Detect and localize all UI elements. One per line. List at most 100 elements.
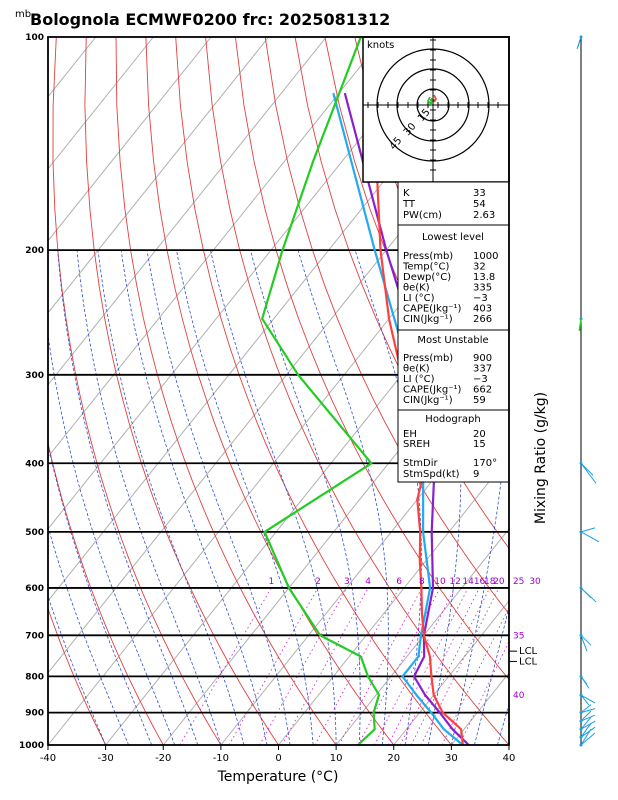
index-label: SREH [403, 439, 430, 450]
index-label: CAPE(Jkg⁻¹) [403, 385, 461, 396]
hodograph-trace-green [426, 96, 433, 106]
wind-barb-stroke [580, 635, 588, 652]
index-section-title: Hodograph [425, 414, 480, 425]
wind-barb-stroke [580, 694, 596, 704]
isotherm-line [48, 37, 154, 170]
wind-barb-stroke [580, 462, 597, 484]
lcl-label: LCL [519, 646, 538, 657]
moist-adiabat-line [497, 702, 509, 745]
moist-adiabat-line [48, 525, 130, 745]
temperature-line [375, 37, 464, 745]
hodograph-trace-red [433, 94, 438, 103]
index-value: 335 [473, 283, 492, 294]
index-label: θe(K) [403, 364, 430, 375]
index-value: 1000 [473, 251, 498, 262]
isotherm-line [105, 239, 509, 745]
dry-adiabat-line [205, 37, 509, 745]
mixing-ratio-label: 1 [268, 577, 274, 587]
index-value: 266 [473, 314, 492, 325]
dry-adiabat-line [48, 607, 107, 745]
isotherm-line [48, 37, 327, 386]
mixing-ratio-label: 10 [434, 577, 446, 587]
index-label: CIN(Jkg⁻¹) [403, 314, 453, 325]
index-label: Press(mb) [403, 251, 453, 262]
wind-barbs [576, 35, 600, 747]
indices-table: K 33 TT 54 PW(cm) 2.63 Lowest level Press(mb) 10… [397, 181, 510, 483]
wind-barb-stroke [580, 704, 592, 713]
dry-adiabat-line [145, 37, 395, 745]
index-value: 59 [473, 395, 486, 406]
moist-adiabat-line [146, 250, 291, 745]
x-tick-label: -20 [155, 753, 171, 764]
index-value: 32 [473, 262, 486, 273]
wind-barb-stroke [580, 722, 592, 738]
isotherm-line [48, 37, 385, 458]
wind-barb-stroke [580, 732, 596, 746]
dry-adiabat-line [234, 37, 509, 681]
index-label: LI (°C) [403, 293, 435, 304]
pressure-tick-label: 200 [25, 246, 44, 256]
index-label: K [403, 188, 410, 199]
x-tick-label: -40 [40, 753, 56, 764]
background-grid [48, 37, 618, 745]
isotherm-line [335, 528, 509, 745]
index-value: 9 [473, 469, 479, 480]
hodograph-ring [376, 48, 490, 162]
index-value: 337 [473, 364, 492, 375]
wind-barb-stroke [579, 318, 582, 331]
isotherm-line [48, 37, 212, 242]
index-value: 33 [473, 188, 486, 199]
chart-title: Bolognola ECMWF0200 frc: 2025081312 [30, 10, 390, 29]
pressure-unit-label: mb [15, 9, 31, 20]
dry-adiabat-line [52, 37, 222, 745]
index-value: 54 [473, 199, 486, 210]
isotherm-line [48, 37, 442, 530]
pressure-tick-label: 1000 [19, 741, 44, 751]
mixing-ratio-label: 18 [484, 577, 496, 587]
isotherm-line [393, 600, 509, 745]
x-axis-label: Temperature (°C) [217, 769, 339, 785]
wind-barb-stroke [577, 36, 582, 48]
mixing-ratio-line [441, 606, 509, 745]
hodograph-ring [396, 68, 470, 142]
pressure-tick-label: 600 [25, 584, 44, 594]
wind-barb-stroke [580, 531, 600, 543]
x-tick-label: 10 [330, 753, 343, 764]
pressure-tick-label: 800 [25, 672, 44, 682]
index-value: 662 [473, 385, 492, 396]
isotherm-line [278, 456, 509, 745]
x-tick-label: 30 [445, 753, 458, 764]
lcl-label: LCL [519, 656, 538, 667]
wind-barb-stroke [580, 720, 596, 730]
moist-adiabat-line [48, 442, 153, 745]
index-value: 15 [473, 439, 486, 450]
pressure-tick-label: 100 [25, 33, 44, 43]
mixing-ratio-label: 30 [529, 577, 541, 587]
index-label: StmDir [403, 458, 438, 469]
mixing-ratio-label: 20 [493, 577, 505, 587]
mixing-ratio-line [420, 587, 500, 745]
index-value: −3 [473, 293, 488, 304]
wind-barb-stroke [580, 714, 596, 722]
index-value: 13.8 [473, 272, 495, 283]
dry-adiabat-line [84, 37, 279, 745]
pressure-tick-label: 400 [25, 459, 44, 469]
mixing-ratio-axis-label: Mixing Ratio (g/kg) [533, 392, 549, 524]
mixing-ratio-side-label: 40 [513, 691, 525, 701]
index-value: 2.63 [473, 210, 495, 221]
moist-adiabat-line [120, 250, 268, 745]
index-label: LI (°C) [403, 374, 435, 385]
mixing-ratio-label: 4 [365, 577, 371, 587]
mixing-ratio-label: 3 [344, 577, 350, 587]
index-label: PW(cm) [403, 210, 442, 221]
index-value: 20 [473, 429, 486, 440]
isotherm-line [48, 167, 509, 745]
dry-adiabat-line [594, 37, 618, 745]
index-value: 170° [473, 458, 497, 469]
hodograph-ring [416, 88, 450, 122]
wind-barb-stroke [580, 587, 592, 599]
moist-adiabat-line [48, 594, 106, 745]
